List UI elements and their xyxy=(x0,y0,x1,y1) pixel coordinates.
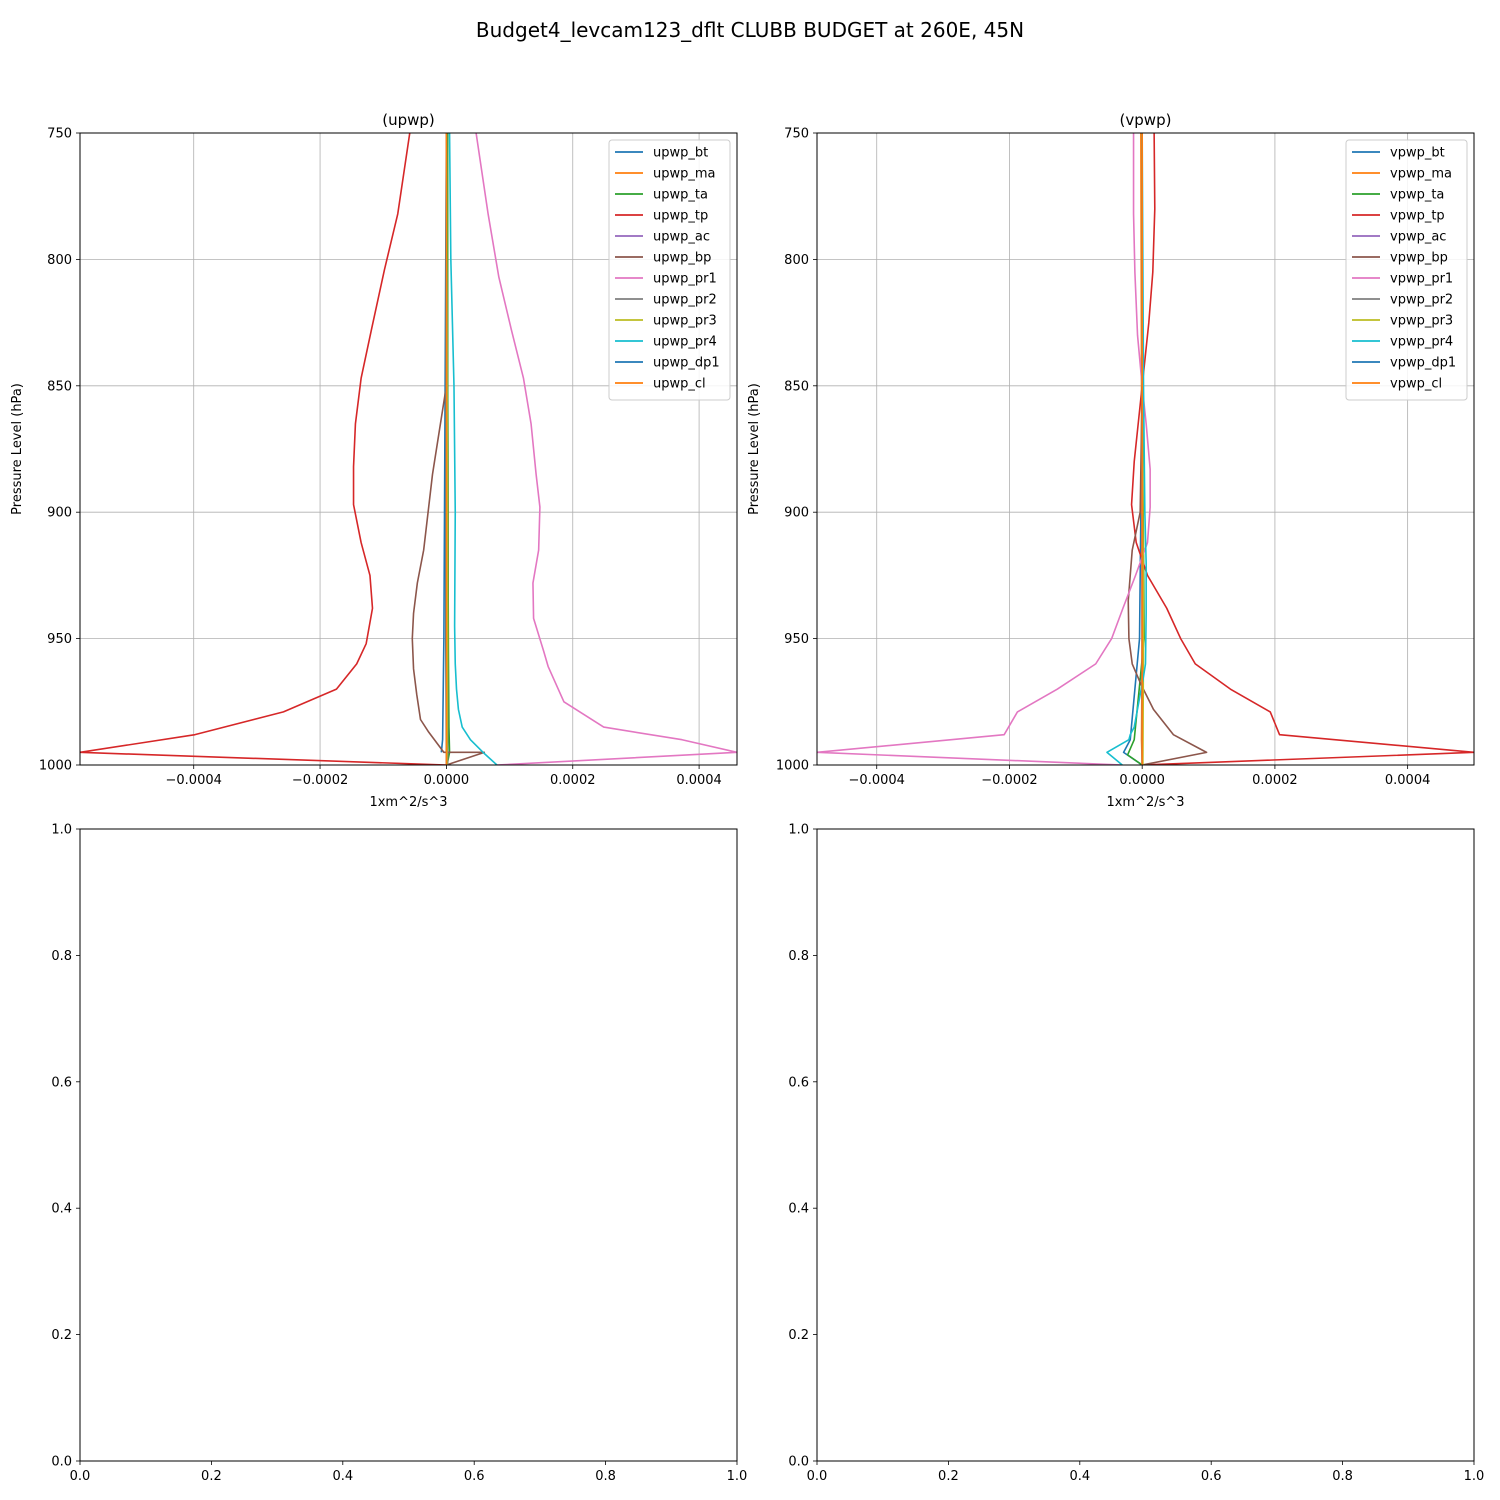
x-tick-label: 0.0002 xyxy=(1252,773,1298,788)
y-tick-label: 0.6 xyxy=(51,1075,72,1090)
legend-entry: vpwp_cl xyxy=(1390,377,1442,392)
x-tick-label: 0.0004 xyxy=(1385,773,1431,788)
legend-entry: upwp_bt xyxy=(653,146,708,161)
x-tick-label: −0.0004 xyxy=(849,773,905,788)
y-tick-label: 950 xyxy=(784,632,809,647)
legend-box xyxy=(1345,139,1468,401)
series-group xyxy=(80,133,737,765)
x-tick-label: 0.6 xyxy=(464,1469,485,1484)
y-tick-label: 800 xyxy=(784,253,809,268)
legend-entry: upwp_cl xyxy=(653,377,706,392)
y-tick-label: 900 xyxy=(784,506,809,521)
legend-entry: vpwp_bp xyxy=(1390,251,1448,266)
subplot-title: (vpwp) xyxy=(1120,111,1172,129)
legend-entry: vpwp_bt xyxy=(1390,146,1445,161)
x-tick-label: 0.8 xyxy=(595,1469,616,1484)
x-tick-label: −0.0002 xyxy=(292,773,348,788)
x-tick-label: 0.0 xyxy=(70,1469,91,1484)
y-tick-label: 0.8 xyxy=(51,949,72,964)
y-tick-label: 850 xyxy=(784,379,809,394)
x-tick-label: 1.0 xyxy=(727,1469,748,1484)
legend-entry: upwp_pr2 xyxy=(653,293,717,308)
y-tick-label: 750 xyxy=(784,127,809,142)
x-axis-label: 1xm^2/s^3 xyxy=(369,795,447,810)
y-tick-label: 1.0 xyxy=(51,823,72,838)
legend-entry: vpwp_ma xyxy=(1390,167,1452,182)
x-tick-label: 0.2 xyxy=(938,1469,959,1484)
x-tick-label: 0.6 xyxy=(1201,1469,1222,1484)
series-line-vpwp_pr4 xyxy=(1106,133,1147,765)
subplot-3: 0.0 0.2 0.4 0.6 0.8 1.0 0.0 0.2 0.4 0.6 0.8 1.0 xyxy=(51,823,747,1485)
legend-entry: upwp_tp xyxy=(653,209,708,224)
y-tick-label: 950 xyxy=(47,632,72,647)
subplot-4: 0.0 0.2 0.4 0.6 0.8 1.0 0.0 0.2 0.4 0.6 0.8 1.0 xyxy=(788,823,1484,1485)
y-axis-label: Pressure Level (hPa) xyxy=(10,383,25,515)
y-tick-label: 1000 xyxy=(39,759,72,774)
x-tick-label: 0.4 xyxy=(332,1469,353,1484)
legend-entry: vpwp_ac xyxy=(1390,230,1446,245)
x-tick-label: 0.2 xyxy=(201,1469,222,1484)
series-line-upwp_tp xyxy=(80,133,447,765)
series-line-upwp_pr1 xyxy=(475,133,737,765)
legend-entry: upwp_ac xyxy=(653,230,710,245)
y-tick-label: 0.0 xyxy=(51,1455,72,1470)
axes-frame xyxy=(816,828,1475,1462)
y-tick-label: 750 xyxy=(47,127,72,142)
y-tick-label: 0.4 xyxy=(788,1202,809,1217)
y-tick-label: 0.8 xyxy=(788,949,809,964)
legend-entry: upwp_pr4 xyxy=(653,335,717,350)
legend: upwp_bt upwp_ma upwp_ta upwp_tp upwp_ac upwp_… xyxy=(608,139,731,401)
series-line-upwp_bp xyxy=(411,385,486,765)
x-tick-label: 0.4 xyxy=(1069,1469,1090,1484)
y-axis-label: Pressure Level (hPa) xyxy=(747,383,762,515)
y-tick-label: 1.0 xyxy=(788,823,809,838)
legend-entry: upwp_dp1 xyxy=(653,356,720,371)
legend-entry: vpwp_pr4 xyxy=(1390,335,1453,350)
y-tick-label: 900 xyxy=(47,506,72,521)
y-tick-label: 0.2 xyxy=(788,1328,809,1343)
x-tick-label: −0.0004 xyxy=(166,773,222,788)
legend-entry: vpwp_pr1 xyxy=(1390,272,1453,287)
subplot-title: (upwp) xyxy=(382,111,435,129)
legend-entry: upwp_pr3 xyxy=(653,314,717,329)
subplot-2: −0.0004 −0.0002 0.0000 0.0002 0.0004 750 800 85… xyxy=(747,111,1475,810)
x-tick-label: 0.0 xyxy=(807,1469,828,1484)
x-tick-label: 0.0000 xyxy=(424,773,470,788)
figure-title: Budget4_levcam123_dflt CLUBB BUDGET at 2… xyxy=(476,18,1024,42)
y-tick-label: 800 xyxy=(47,253,72,268)
x-tick-label: 1.0 xyxy=(1464,1469,1485,1484)
x-tick-label: 0.0002 xyxy=(550,773,596,788)
series-group xyxy=(817,133,1474,765)
y-tick-label: 0.6 xyxy=(788,1075,809,1090)
x-tick-label: 0.0004 xyxy=(676,773,722,788)
legend-entry: upwp_ma xyxy=(653,167,716,182)
legend: vpwp_bt vpwp_ma vpwp_ta vpwp_tp vpwp_ac vpwp_… xyxy=(1345,139,1468,401)
x-tick-label: −0.0002 xyxy=(981,773,1037,788)
x-tick-label: 0.0000 xyxy=(1119,773,1165,788)
x-tick-label: 0.8 xyxy=(1332,1469,1353,1484)
legend-entry: upwp_pr1 xyxy=(653,272,717,287)
axes-frame xyxy=(79,828,738,1462)
legend-entry: upwp_bp xyxy=(653,251,711,266)
series-line-upwp_pr4 xyxy=(448,133,498,765)
legend-entry: vpwp_ta xyxy=(1390,188,1444,203)
legend-entry: upwp_ta xyxy=(653,188,708,203)
x-axis-label: 1xm^2/s^3 xyxy=(1106,795,1184,810)
axes-frame xyxy=(79,132,738,766)
legend-box xyxy=(608,139,731,401)
series-line-vpwp_bp xyxy=(1127,385,1208,765)
subplot-1: −0.0004 −0.0002 0.0000 0.0002 0.0004 750 800 85… xyxy=(10,111,738,810)
y-tick-label: 0.2 xyxy=(51,1328,72,1343)
y-tick-label: 0.0 xyxy=(788,1455,809,1470)
y-tick-label: 850 xyxy=(47,379,72,394)
legend-entry: vpwp_tp xyxy=(1390,209,1445,224)
y-tick-label: 1000 xyxy=(776,759,809,774)
axes-frame xyxy=(816,132,1475,766)
y-tick-label: 0.4 xyxy=(51,1202,72,1217)
legend-entry: vpwp_dp1 xyxy=(1390,356,1456,371)
legend-entry: vpwp_pr3 xyxy=(1390,314,1453,329)
legend-entry: vpwp_pr2 xyxy=(1390,293,1453,308)
